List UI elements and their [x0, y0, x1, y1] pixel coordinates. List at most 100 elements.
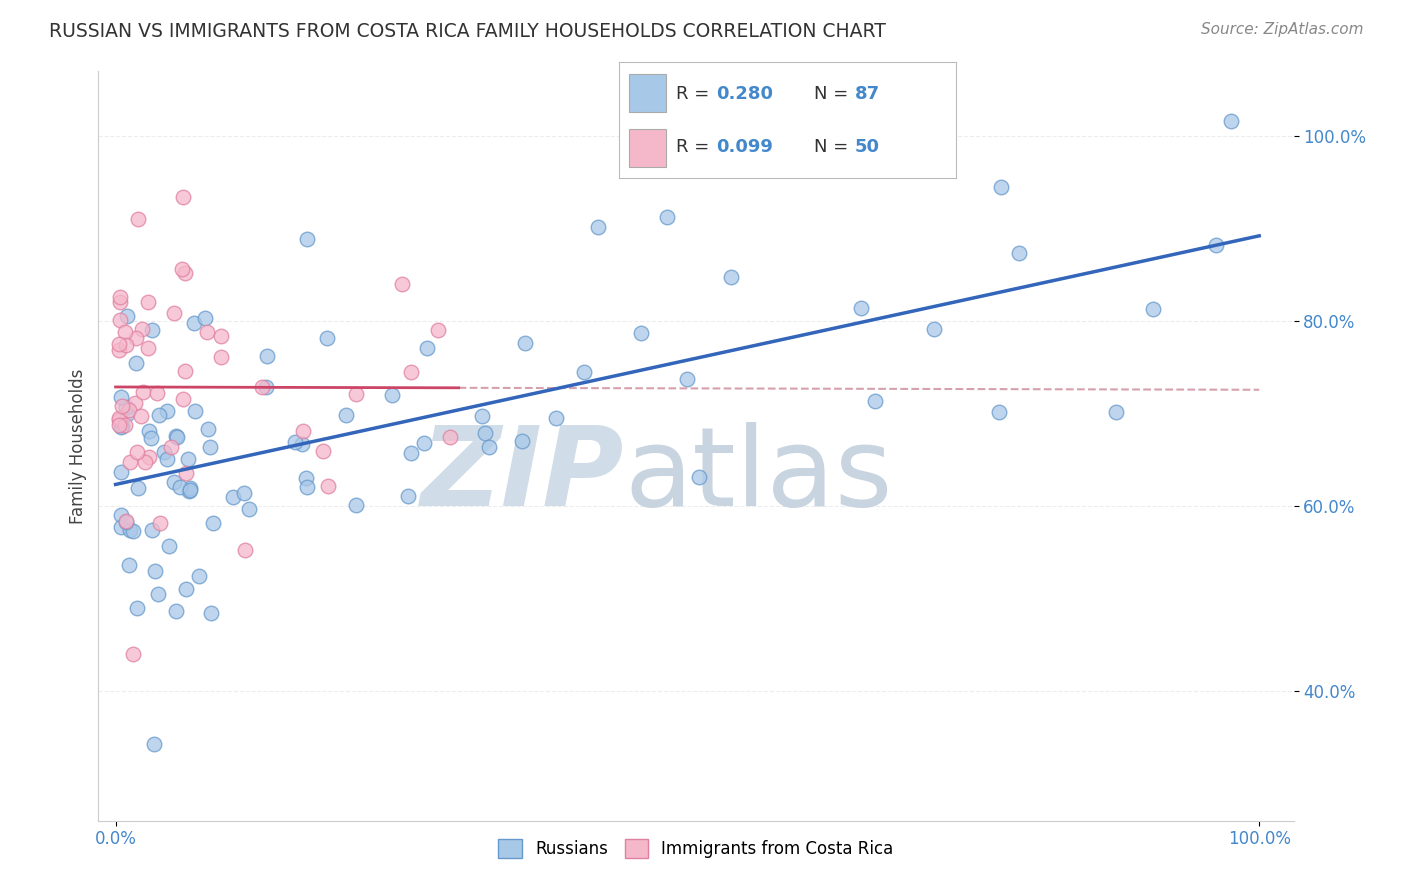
Point: [115, 309, 138, 323]
Point: [172, 392, 194, 407]
Point: [250, 379, 273, 393]
Text: Source: ZipAtlas.com: Source: ZipAtlas.com: [1201, 22, 1364, 37]
Point: [396, 489, 419, 503]
Point: [630, 326, 652, 340]
Bar: [628, 74, 666, 112]
Point: [988, 405, 1011, 419]
Text: ZIP: ZIP: [420, 423, 624, 530]
Point: [166, 430, 188, 444]
Point: [439, 430, 461, 444]
Point: [141, 323, 163, 337]
Point: [111, 399, 134, 413]
Point: [143, 737, 166, 751]
Point: [127, 212, 149, 227]
Point: [157, 539, 180, 553]
Point: [200, 440, 222, 454]
Point: [141, 524, 163, 538]
Point: [118, 402, 141, 417]
Point: [209, 350, 232, 364]
Point: [233, 486, 256, 500]
Point: [179, 482, 201, 496]
Bar: [628, 128, 666, 167]
Point: [316, 479, 339, 493]
Point: [108, 410, 131, 425]
Point: [163, 306, 186, 320]
Point: [108, 313, 131, 327]
Point: [416, 341, 439, 355]
Point: [127, 481, 149, 495]
Point: [174, 582, 197, 597]
Point: [156, 452, 179, 467]
Point: [688, 469, 710, 483]
Text: 0.280: 0.280: [717, 85, 773, 103]
Point: [256, 349, 278, 363]
Point: [177, 452, 200, 467]
Point: [159, 440, 181, 454]
Point: [125, 356, 148, 370]
Legend: Russians, Immigrants from Costa Rica: Russians, Immigrants from Costa Rica: [492, 832, 900, 864]
Point: [118, 558, 141, 572]
Point: [108, 418, 131, 433]
Point: [233, 542, 256, 557]
Point: [125, 445, 148, 459]
Text: R =: R =: [676, 138, 716, 156]
Point: [586, 220, 609, 235]
Point: [344, 498, 367, 512]
Point: [676, 372, 699, 386]
Point: [111, 419, 134, 434]
Point: [413, 435, 436, 450]
Point: [115, 514, 138, 528]
Point: [131, 322, 153, 336]
Point: [134, 455, 156, 469]
Point: [922, 322, 945, 336]
Point: [132, 385, 155, 400]
Point: [238, 502, 260, 516]
Point: [315, 331, 337, 345]
Text: N =: N =: [814, 138, 855, 156]
Point: [291, 424, 314, 438]
Text: 50: 50: [855, 138, 880, 156]
Point: [284, 435, 307, 450]
Point: [174, 266, 197, 280]
Point: [108, 343, 131, 357]
Point: [170, 262, 193, 277]
Point: [478, 441, 501, 455]
Point: [118, 523, 141, 537]
Point: [156, 403, 179, 417]
Point: [381, 388, 404, 402]
Point: [399, 446, 422, 460]
Point: [131, 409, 153, 423]
Point: [427, 323, 450, 337]
Point: [391, 277, 413, 291]
Point: [108, 290, 131, 304]
Point: [115, 515, 138, 529]
Point: [146, 386, 169, 401]
Point: [290, 437, 312, 451]
Point: [108, 337, 131, 351]
Point: [138, 424, 160, 438]
Point: [335, 408, 357, 422]
Point: [148, 409, 170, 423]
Point: [163, 475, 186, 489]
Point: [110, 508, 132, 522]
Point: [173, 364, 195, 378]
Point: [148, 587, 170, 601]
Point: [139, 431, 162, 445]
Point: [165, 604, 187, 618]
Point: [179, 483, 201, 498]
Point: [174, 466, 197, 480]
Point: [295, 471, 318, 485]
Point: [572, 365, 595, 379]
Point: [179, 483, 201, 498]
Point: [200, 607, 222, 621]
Y-axis label: Family Households: Family Households: [69, 368, 87, 524]
Point: [121, 524, 143, 538]
Point: [108, 295, 131, 310]
Point: [546, 411, 568, 425]
Point: [254, 380, 277, 394]
Point: [188, 569, 211, 583]
Point: [655, 210, 678, 224]
Point: [295, 480, 318, 494]
Point: [183, 316, 205, 330]
Point: [1205, 237, 1227, 252]
